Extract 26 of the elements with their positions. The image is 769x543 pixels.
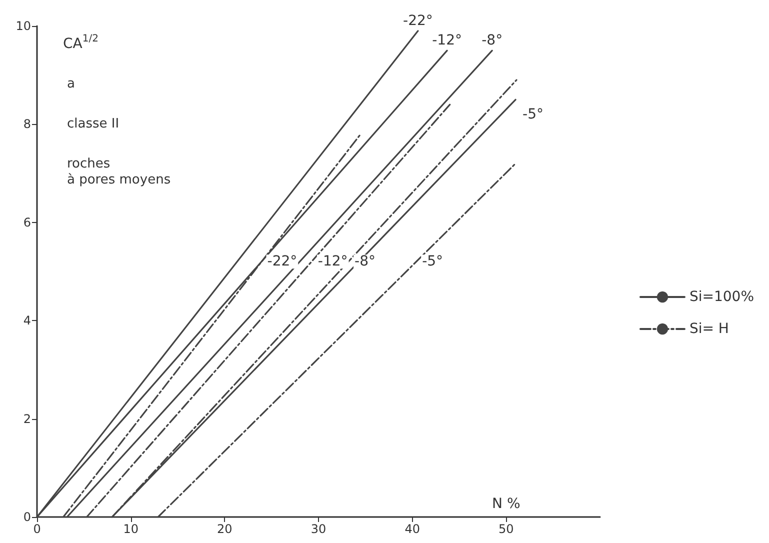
annotation: -5° (422, 254, 444, 270)
annotation: classe II (67, 116, 120, 132)
legend-label: Si= H (689, 321, 729, 337)
annotation: -22° (267, 254, 298, 270)
annotation: -8° (482, 32, 503, 49)
x-tick-label: 30 (310, 522, 326, 536)
legend-label: Si=100% (689, 289, 754, 305)
annotation: -22° (403, 12, 433, 29)
y-tick-label: 8 (23, 117, 31, 132)
x-tick-label: 50 (498, 522, 514, 536)
y-tick-label: 0 (23, 510, 31, 524)
annotation: -8° (354, 254, 376, 270)
annotation: -12° (318, 254, 348, 270)
x-tick-label: 20 (217, 522, 232, 536)
annotation: -12° (432, 32, 462, 49)
annotation: roches à pores moyens (67, 156, 171, 188)
annotation: -5° (522, 106, 544, 123)
x-axis-title: N % (492, 496, 520, 512)
y-tick-label: 10 (16, 19, 31, 33)
y-tick-label: 4 (23, 314, 31, 328)
y-tick-label: 2 (23, 412, 31, 426)
x-tick-label: 10 (123, 522, 138, 536)
annotation: a (67, 76, 75, 92)
y-tick-label: 6 (23, 215, 31, 230)
x-tick-label: 40 (404, 522, 420, 536)
x-tick-label: 0 (33, 522, 41, 536)
